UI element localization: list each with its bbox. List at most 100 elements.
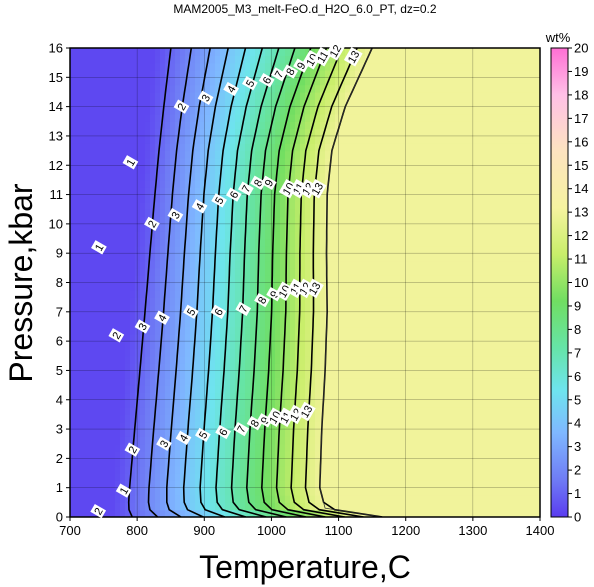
heatmap-cell	[90, 201, 96, 210]
heatmap-cell	[140, 209, 146, 218]
heatmap-cell	[175, 179, 181, 188]
heatmap-cell	[70, 187, 76, 196]
heatmap-cell	[245, 128, 251, 137]
heatmap-cell	[265, 187, 271, 196]
heatmap-cell	[130, 436, 136, 445]
heatmap-cell	[150, 172, 156, 181]
heatmap-cell	[205, 201, 211, 210]
heatmap-cell	[105, 216, 111, 225]
heatmap-cell	[210, 201, 216, 210]
heatmap-cell	[385, 201, 391, 210]
heatmap-cell	[160, 407, 166, 416]
heatmap-cell	[280, 201, 286, 210]
heatmap-cell	[285, 304, 291, 313]
heatmap-cell	[430, 201, 436, 210]
heatmap-cell	[165, 407, 171, 416]
heatmap-cell	[420, 128, 426, 137]
heatmap-cell	[140, 370, 146, 379]
heatmap-cell	[290, 502, 296, 511]
heatmap-cell	[215, 436, 221, 445]
heatmap-cell	[355, 143, 361, 152]
heatmap-cell	[335, 135, 341, 144]
heatmap-cell	[340, 473, 346, 481]
heatmap-cell	[185, 333, 191, 342]
heatmap-cell	[430, 99, 436, 108]
heatmap-cell	[130, 223, 136, 232]
heatmap-cell	[115, 473, 121, 481]
heatmap-cell	[245, 311, 251, 320]
heatmap-cell	[105, 341, 111, 350]
heatmap-cell	[295, 487, 301, 496]
heatmap-cell	[195, 495, 201, 503]
heatmap-cell	[335, 194, 341, 203]
heatmap-cell	[110, 282, 116, 291]
heatmap-cell	[125, 348, 131, 357]
heatmap-cell	[315, 348, 321, 357]
heatmap-cell	[220, 245, 226, 254]
heatmap-cell	[110, 304, 116, 313]
heatmap-cell	[435, 414, 441, 423]
heatmap-cell	[240, 157, 246, 166]
heatmap-cell	[165, 267, 171, 276]
heatmap-cell	[330, 150, 336, 159]
heatmap-cell	[155, 113, 161, 122]
heatmap-cell	[110, 429, 116, 437]
heatmap-cell	[435, 260, 441, 269]
heatmap-cell	[410, 194, 416, 203]
heatmap-cell	[165, 304, 171, 313]
heatmap-cell	[400, 201, 406, 210]
heatmap-cell	[200, 480, 206, 489]
heatmap-cell	[270, 135, 276, 144]
heatmap-cell	[235, 113, 241, 122]
heatmap-cell	[160, 135, 166, 144]
heatmap-cell	[370, 487, 376, 496]
heatmap-cell	[95, 84, 101, 93]
heatmap-cell	[270, 106, 276, 115]
heatmap-cell	[415, 55, 421, 64]
heatmap-cell	[450, 209, 456, 218]
heatmap-cell	[165, 355, 171, 364]
heatmap-cell	[125, 253, 131, 262]
heatmap-cell	[160, 509, 166, 517]
heatmap-cell	[225, 399, 231, 408]
heatmap-cell	[80, 69, 86, 78]
heatmap-cell	[430, 231, 436, 240]
heatmap-cell	[345, 275, 351, 284]
heatmap-cell	[180, 443, 186, 452]
heatmap-cell	[325, 282, 331, 291]
heatmap-cell	[410, 223, 416, 232]
heatmap-cell	[365, 429, 371, 437]
heatmap-cell	[270, 451, 276, 459]
heatmap-cell	[395, 509, 401, 517]
heatmap-cell	[425, 421, 431, 430]
heatmap-cell	[375, 128, 381, 137]
heatmap-cell	[260, 91, 266, 100]
heatmap-cell	[145, 451, 151, 459]
heatmap-cell	[130, 421, 136, 430]
heatmap-cell	[320, 355, 326, 364]
heatmap-cell	[75, 377, 81, 386]
heatmap-cell	[455, 495, 461, 503]
heatmap-cell	[395, 348, 401, 357]
heatmap-cell	[360, 84, 366, 93]
heatmap-cell	[210, 333, 216, 342]
heatmap-cell	[110, 187, 116, 196]
heatmap-cell	[380, 495, 386, 503]
heatmap-cell	[380, 509, 386, 517]
heatmap-cell	[285, 333, 291, 342]
heatmap-cell	[220, 99, 226, 108]
heatmap-cell	[170, 443, 176, 452]
heatmap-cell	[440, 84, 446, 93]
heatmap-cell	[270, 99, 276, 108]
heatmap-cell	[370, 223, 376, 232]
heatmap-cell	[350, 135, 356, 144]
heatmap-cell	[180, 179, 186, 188]
heatmap-cell	[410, 62, 416, 71]
heatmap-cell	[80, 487, 86, 496]
heatmap-cell	[395, 106, 401, 115]
heatmap-cell	[275, 91, 281, 100]
heatmap-cell	[150, 179, 156, 188]
heatmap-cell	[230, 480, 236, 489]
heatmap-cell	[425, 319, 431, 328]
heatmap-cell	[190, 443, 196, 452]
